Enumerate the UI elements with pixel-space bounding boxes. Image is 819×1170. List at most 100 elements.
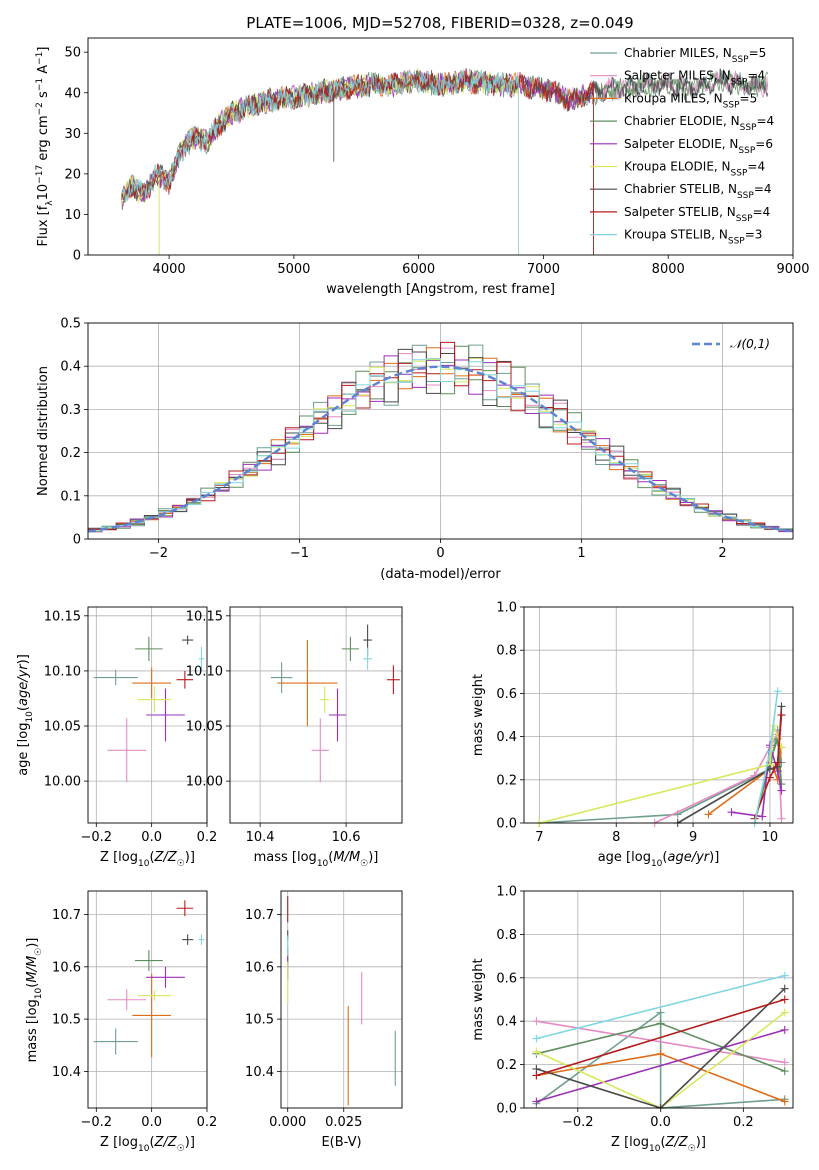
y-tick-label: 10.6 [245,960,274,975]
age-vs-z-points [93,635,205,783]
x-tick-label: 0.025 [325,1115,362,1130]
x-tick-label: 0.000 [269,1115,306,1130]
y-tick-label: 10.05 [44,720,81,735]
weight-line [753,738,783,824]
legend-entry: Salpeter MILES, NSSP=4 [624,69,765,88]
spectrum-series [121,67,519,255]
legend-entry: Salpeter ELODIE, NSSP=6 [624,137,773,156]
weight-vs-age-lines [535,687,786,827]
x-tick-label: 0.0 [141,830,162,845]
y-tick-label: 0.2 [496,1058,517,1073]
weight-vs-age-frame [523,606,794,824]
y-tick-label: 0.0 [496,817,517,832]
weight-line [753,714,783,819]
axes-weight-vs-z: −0.2 0.0 0.2 0.0 0.2 0.4 0.6 0.8 1.0 [496,885,793,1130]
y-tick-label: 10.00 [186,775,223,790]
mass-vs-z-ylabel: mass [log10(M/M☉)] [25,938,44,1063]
x-tick-label: −0.2 [81,1115,113,1130]
x-tick-label: 8000 [652,262,685,277]
legend-entry: Chabrier MILES, NSSP=5 [624,46,766,65]
y-tick-label: 0.6 [496,687,517,702]
y-tick-label: 20 [64,167,81,182]
y-tick-label: 50 [64,46,81,61]
y-tick-label: 0.4 [496,730,517,745]
histogram-frame [87,322,794,540]
spectrum-series [121,69,594,255]
spectrum-series [121,68,594,255]
mass-vs-z-xlabel: Z [log10(Z/Z☉)] [100,1135,195,1154]
x-tick-label: 0.2 [733,1115,754,1130]
x-tick-label: 9000 [776,262,809,277]
y-tick-label: 40 [64,86,81,101]
histogram-series [88,341,793,533]
x-tick-label: 10 [762,830,779,845]
y-tick-label: 10.5 [245,1013,274,1028]
legend-entry: Kroupa MILES, NSSP=5 [624,91,757,110]
weight-line [536,998,785,1077]
x-tick-label: 0.0 [141,1115,162,1130]
weight-vs-z-frame [523,890,794,1109]
mass-vs-z-frame [87,890,208,1109]
legend-entry: Chabrier ELODIE, NSSP=4 [624,114,774,133]
x-tick-label: 10.6 [332,830,361,845]
age-vs-z-xlabel: Z [log10(Z/Z☉)] [100,850,195,869]
axes-age-vs-mass: 10.4 10.6 10.00 10.05 10.10 10.15 [186,607,402,845]
x-tick-label: −0.2 [81,830,113,845]
spectrum-series [121,68,519,255]
weight-vs-z-xlabel: Z [log10(Z/Z☉)] [611,1135,706,1154]
axes-weight-vs-age: 7 8 9 10 0.0 0.2 0.4 0.6 0.8 1.0 [496,601,793,845]
y-tick-label: 0.5 [60,317,81,332]
x-tick-label: 7000 [527,262,560,277]
weight-line [535,1010,785,1109]
y-tick-label: 1.0 [496,885,517,900]
x-tick-label: 9 [689,830,697,845]
x-tick-label: 10.4 [246,830,275,845]
weight-vs-age-ylabel: mass weight [471,674,486,756]
x-tick-label: −0.2 [562,1115,594,1130]
spectrum-xlabel: wavelength [Angstrom, rest frame] [326,282,555,297]
y-tick-label: 10.5 [52,1013,81,1028]
y-tick-label: 0.2 [60,446,81,461]
y-tick-label: 0.8 [496,928,517,943]
y-tick-label: 10.00 [44,775,81,790]
y-tick-label: 0.4 [60,360,81,375]
mass-vs-ebv-frame [280,890,403,1109]
mass-vs-ebv-points [287,896,396,1106]
weight-line [731,744,783,818]
figure-title: PLATE=1006, MJD=52708, FIBERID=0328, z=0… [246,14,633,32]
x-tick-label: 8 [612,830,620,845]
y-tick-label: 10.4 [245,1065,274,1080]
y-tick-label: 10.15 [44,609,81,624]
axes-mass-vs-z: −0.2 0.0 0.2 10.4 10.5 10.6 10.7 [52,891,217,1130]
legend-entry: Kroupa ELODIE, NSSP=4 [624,160,765,179]
age-vs-z-frame [87,606,208,824]
legend-entry: Kroupa STELIB, NSSP=3 [624,228,762,247]
weight-line [539,725,783,824]
age-vs-z-ylabel: age [log10(age/yr)] [16,654,35,776]
x-tick-label: 6000 [402,262,435,277]
y-tick-label: 1.0 [496,601,517,616]
age-vs-mass-frame [229,606,403,824]
y-tick-label: 0.6 [496,971,517,986]
y-tick-label: 10.15 [186,609,223,624]
spectrum-frame [87,37,794,256]
y-tick-label: 0.0 [496,1102,517,1117]
mass-vs-ebv-xlabel: E(B-V) [321,1135,361,1150]
x-tick-label: 5000 [277,262,310,277]
y-tick-label: 0.4 [496,1015,517,1030]
y-tick-label: 10.05 [186,720,223,735]
x-tick-label: −1 [290,546,309,561]
y-tick-label: 10.7 [52,908,81,923]
age-vs-mass-points [270,624,400,783]
x-tick-label: 0 [436,546,444,561]
y-tick-label: 0.3 [60,403,81,418]
weight-vs-z-ylabel: mass weight [471,958,486,1040]
y-tick-label: 10.10 [186,664,223,679]
spectrum-legend: Chabrier MILES, NSSP=5 Salpeter MILES, NS… [590,46,774,247]
x-tick-label: −2 [149,546,168,561]
axes-spectrum: 4000 5000 6000 7000 8000 9000 0 10 20 30 40 50 [64,46,809,277]
axes-mass-vs-ebv: 0.000 0.025 10.4 10.5 10.6 10.7 [245,891,402,1130]
mass-vs-z-points [93,900,205,1058]
